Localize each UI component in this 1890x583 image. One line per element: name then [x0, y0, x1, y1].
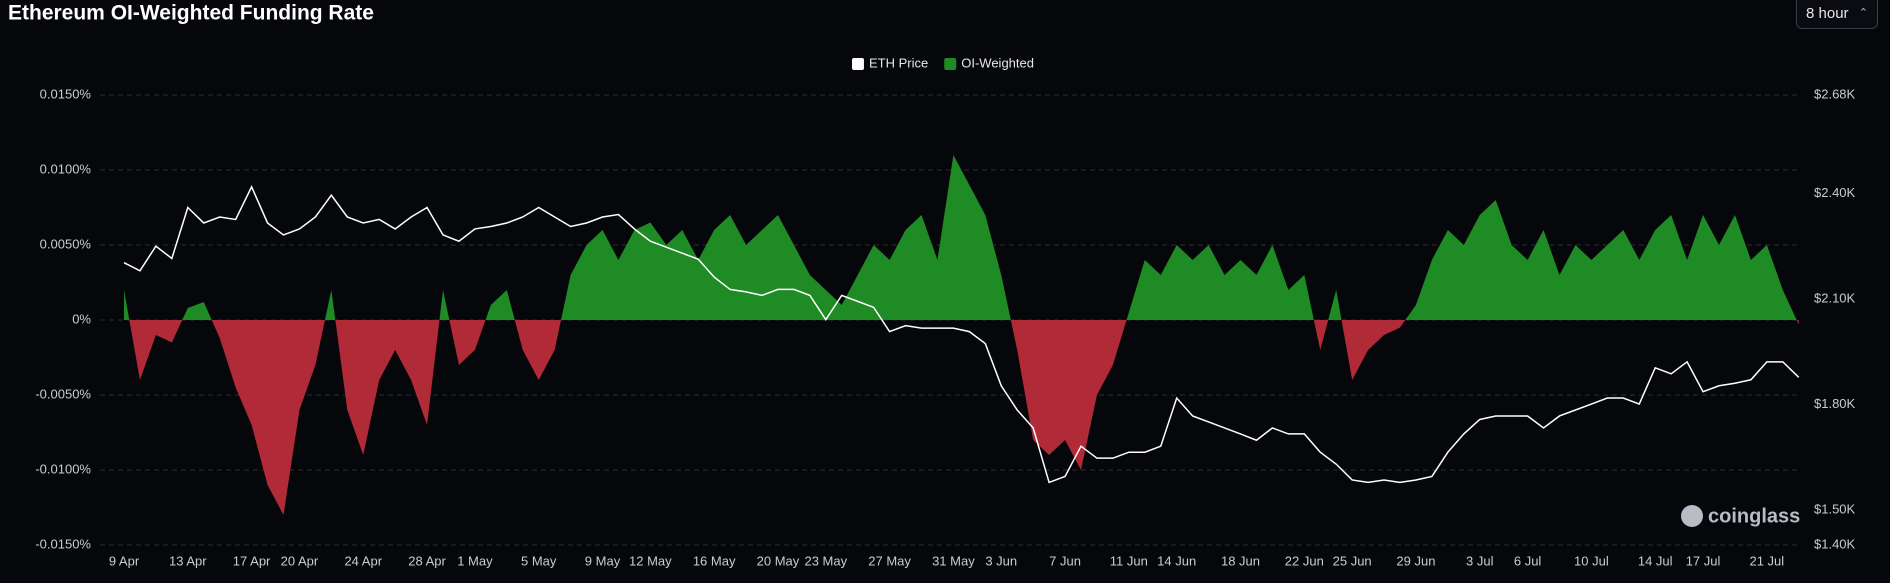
- chart-title: Ethereum OI-Weighted Funding Rate: [8, 2, 374, 25]
- y-tick-label: 0.0100%: [40, 161, 92, 176]
- x-tick-label: 9 Apr: [109, 553, 140, 568]
- y-tick-label: 0.0150%: [40, 86, 92, 101]
- y2-tick-label: $2.68K: [1814, 86, 1856, 101]
- caret-icon: ⌃: [1858, 7, 1868, 19]
- legend: ETH Price OI-Weighted: [852, 55, 1034, 70]
- x-tick-label: 25 Jun: [1333, 553, 1372, 568]
- y2-tick-label: $2.40K: [1814, 185, 1856, 200]
- x-tick-label: 24 Apr: [344, 553, 382, 568]
- x-tick-label: 13 Apr: [169, 553, 207, 568]
- y-tick-label: -0.0100%: [35, 461, 91, 476]
- x-tick-label: 18 Jun: [1221, 553, 1260, 568]
- x-tick-label: 31 May: [932, 553, 975, 568]
- x-tick-label: 23 May: [804, 553, 847, 568]
- x-tick-label: 29 Jun: [1396, 553, 1435, 568]
- x-tick-label: 12 May: [629, 553, 672, 568]
- x-tick-label: 7 Jun: [1049, 553, 1081, 568]
- x-tick-label: 1 May: [457, 553, 493, 568]
- legend-item[interactable]: OI-Weighted: [944, 55, 1034, 70]
- interval-select[interactable]: 8 hour ⌃: [1796, 0, 1878, 29]
- legend-item[interactable]: ETH Price: [852, 55, 928, 70]
- x-tick-label: 11 Jun: [1110, 553, 1148, 568]
- x-tick-label: 20 Apr: [281, 553, 319, 568]
- x-tick-label: 27 May: [868, 553, 911, 568]
- y-tick-label: -0.0150%: [35, 536, 91, 551]
- x-tick-label: 9 May: [585, 553, 621, 568]
- x-tick-label: 14 Jul: [1638, 553, 1673, 568]
- legend-label: ETH Price: [869, 55, 928, 70]
- x-tick-label: 3 Jul: [1466, 553, 1494, 568]
- price-line: [123, 184, 1800, 484]
- watermark-icon: [1681, 505, 1703, 527]
- x-tick-label: 16 May: [693, 553, 736, 568]
- area-positive: [124, 155, 1799, 320]
- legend-swatch: [944, 58, 957, 70]
- y2-tick-label: $1.80K: [1814, 396, 1856, 411]
- x-tick-label: 17 Jul: [1686, 553, 1721, 568]
- area-negative: [124, 320, 1799, 515]
- x-tick-label: 17 Apr: [233, 553, 271, 568]
- legend-label: OI-Weighted: [961, 55, 1034, 70]
- y2-tick-label: $2.10K: [1814, 290, 1856, 305]
- x-tick-label: 22 Jun: [1285, 553, 1324, 568]
- x-tick-label: 3 Jun: [985, 553, 1017, 568]
- x-tick-label: 10 Jul: [1574, 553, 1609, 568]
- x-tick-label: 20 May: [757, 553, 800, 568]
- y-tick-label: 0%: [72, 311, 91, 326]
- y-tick-label: 0.0050%: [40, 236, 92, 251]
- x-tick-label: 21 Jul: [1749, 553, 1784, 568]
- watermark-text: coinglass: [1708, 505, 1800, 527]
- watermark: coinglass: [1681, 505, 1800, 527]
- x-tick-label: 14 Jun: [1157, 553, 1196, 568]
- y-tick-label: -0.0050%: [35, 386, 91, 401]
- x-tick-label: 5 May: [521, 553, 557, 568]
- interval-label: 8 hour: [1806, 5, 1849, 22]
- y2-tick-label: $1.50K: [1814, 501, 1856, 516]
- x-tick-label: 28 Apr: [408, 553, 446, 568]
- legend-swatch: [852, 58, 864, 70]
- x-tick-label: 6 Jul: [1514, 553, 1542, 568]
- y2-tick-label: $1.40K: [1814, 536, 1856, 551]
